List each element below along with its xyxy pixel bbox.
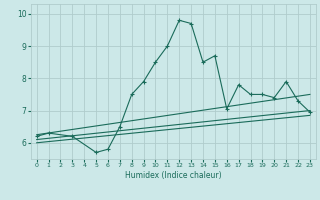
X-axis label: Humidex (Indice chaleur): Humidex (Indice chaleur) [125, 171, 222, 180]
